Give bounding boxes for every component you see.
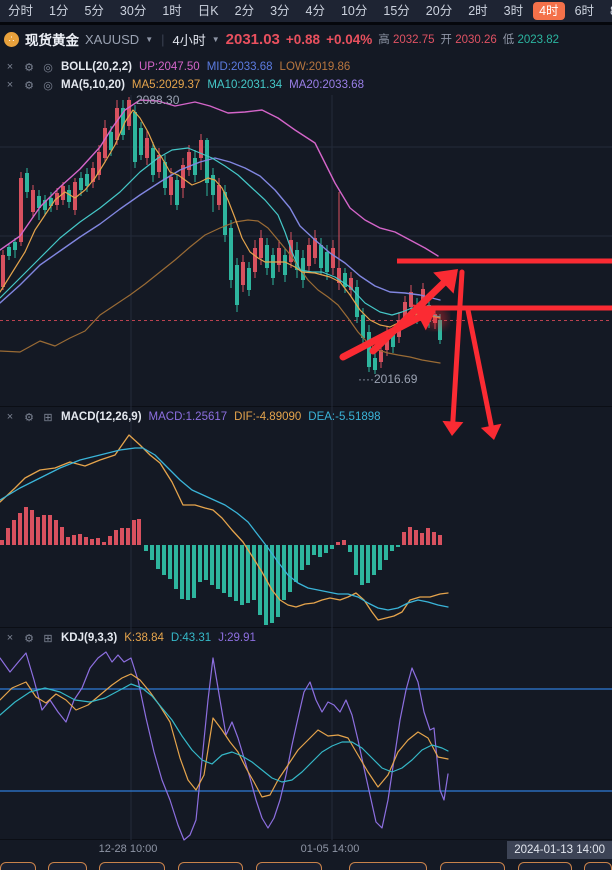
settings-icon[interactable]: ⚙ <box>24 61 34 74</box>
ma-title: MA(5,10,20) <box>61 79 125 91</box>
highlighted-date: 2024-01-13 14:00 <box>507 841 612 859</box>
ma-legend-row: × ⚙ ◎ MA(5,10,20) MA5:2029.37 MA10:2031.… <box>0 76 612 94</box>
visibility-icon[interactable]: ◎ <box>43 61 53 74</box>
time-axis: 2024-01-13 14:00 12-28 10:00 01-05 14:00 <box>0 840 612 861</box>
price-change: +0.88 <box>285 31 321 47</box>
boll-up-value: UP:2047.50 <box>138 61 200 73</box>
panel-separator <box>0 839 612 840</box>
ma20-value: MA20:2033.68 <box>289 79 364 91</box>
visibility-icon[interactable]: ◎ <box>43 79 53 92</box>
expand-icon[interactable]: ⊞ <box>43 411 53 424</box>
tab-15分[interactable]: 15分 <box>383 3 410 18</box>
symbol-dropdown-icon[interactable]: ▼ <box>145 34 154 44</box>
quote-row: ∴ 现货黄金 XAUUSD ▼ | 4小时 ▼ 2031.03 +0.88 +0… <box>0 26 612 52</box>
macd-value: MACD:1.25617 <box>148 411 228 423</box>
tab-4时[interactable]: 4时 <box>533 2 565 20</box>
macd-legend-row: × ⚙ ⊞ MACD(12,26,9) MACD:1.25617 DIF:-4.… <box>0 408 612 426</box>
bottom-toolbar-button[interactable] <box>99 862 165 870</box>
kdj-d-value: D:43.31 <box>170 632 212 644</box>
tab-1分[interactable]: 1分 <box>49 3 69 18</box>
high-stat: 高 2032.75 <box>378 34 435 46</box>
close-icon[interactable]: × <box>6 632 14 644</box>
low-stat: 低 2023.82 <box>502 34 560 46</box>
tab-日K[interactable]: 日K <box>197 3 219 18</box>
symbol-code: XAUUSD <box>85 31 140 47</box>
boll-title: BOLL(20,2,2) <box>61 61 132 73</box>
settings-icon[interactable]: ⚙ <box>24 632 34 645</box>
bottom-toolbar-button[interactable] <box>440 862 505 870</box>
kdj-title: KDJ(9,3,3) <box>61 632 118 644</box>
tab-3分[interactable]: 3分 <box>270 3 290 18</box>
ma10-value: MA10:2031.34 <box>207 79 283 91</box>
axis-label: 12-28 10:00 <box>98 843 158 855</box>
boll-legend-row: × ⚙ ◎ BOLL(20,2,2) UP:2047.50 MID:2033.6… <box>0 58 612 76</box>
price-change-pct: +0.04% <box>326 31 373 47</box>
last-price: 2031.03 <box>225 30 280 48</box>
tab-3时[interactable]: 3时 <box>503 3 524 18</box>
kdj-legend-row: × ⚙ ⊞ KDJ(9,3,3) K:38.84 D:43.31 J:29.91 <box>0 629 612 647</box>
dea-value: DEA:-5.51898 <box>308 411 381 423</box>
tab-分时[interactable]: 分时 <box>8 3 34 18</box>
close-icon[interactable]: × <box>6 411 14 423</box>
tab-5分[interactable]: 5分 <box>84 3 104 18</box>
panel-separator <box>0 627 612 628</box>
bottom-toolbar-button[interactable] <box>256 862 322 870</box>
interval-select[interactable]: 4小时 <box>172 32 206 48</box>
boll-mid-value: MID:2033.68 <box>206 61 273 73</box>
symbol-name[interactable]: 现货黄金 <box>25 33 79 48</box>
bottom-toolbar <box>0 862 612 870</box>
close-icon[interactable]: × <box>6 79 14 91</box>
tab-20分[interactable]: 20分 <box>425 3 453 18</box>
tab-8时[interactable]: 8时 <box>602 2 612 21</box>
gold-coin-icon: ∴ <box>4 31 19 47</box>
bottom-toolbar-button[interactable] <box>518 862 572 870</box>
panel-separator <box>0 406 612 407</box>
boll-low-value: LOW:2019.86 <box>279 61 351 73</box>
tab-30分[interactable]: 30分 <box>119 3 147 18</box>
tab-1时[interactable]: 1时 <box>162 3 182 18</box>
settings-icon[interactable]: ⚙ <box>24 79 34 92</box>
axis-label: 01-05 14:00 <box>300 843 360 855</box>
kdj-j-value: J:29.91 <box>218 632 256 644</box>
svg-text:2088.30: 2088.30 <box>136 93 180 107</box>
svg-text:····2016.69: ····2016.69 <box>358 372 418 386</box>
bottom-toolbar-button[interactable] <box>178 862 243 870</box>
tab-2分[interactable]: 2分 <box>234 3 255 18</box>
ma5-value: MA5:2029.37 <box>131 79 201 91</box>
bottom-toolbar-button[interactable] <box>48 862 87 870</box>
dif-value: DIF:-4.89090 <box>234 411 302 423</box>
close-icon[interactable]: × <box>6 61 14 73</box>
divider: | <box>161 31 165 47</box>
tab-4分[interactable]: 4分 <box>305 3 325 18</box>
tab-2时[interactable]: 2时 <box>468 3 488 18</box>
macd-title: MACD(12,26,9) <box>61 411 142 423</box>
expand-icon[interactable]: ⊞ <box>43 632 53 645</box>
bottom-toolbar-button[interactable] <box>0 862 36 870</box>
kdj-k-value: K:38.84 <box>124 632 164 644</box>
settings-icon[interactable]: ⚙ <box>24 411 34 424</box>
interval-dropdown-icon[interactable]: ▼ <box>211 34 220 44</box>
timeframe-tab-bar: 分时1分5分30分1时日K2分3分4分10分15分20分2时3时4时6时8时1天 <box>0 0 612 25</box>
tab-6时[interactable]: 6时 <box>574 3 595 18</box>
open-stat: 开 2030.26 <box>440 34 497 46</box>
bottom-toolbar-button[interactable] <box>349 862 427 870</box>
tab-10分[interactable]: 10分 <box>340 3 368 18</box>
